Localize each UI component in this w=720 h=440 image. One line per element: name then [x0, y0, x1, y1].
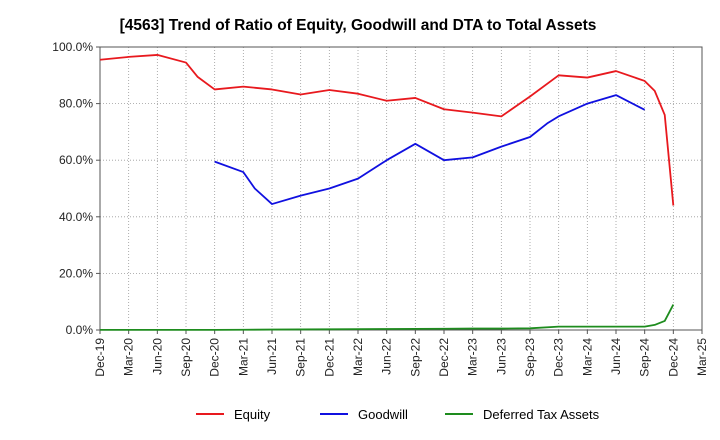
legend-label-equity: Equity	[234, 407, 271, 422]
legend: Equity Goodwill Deferred Tax Assets	[196, 407, 600, 422]
x-tick-label: Sep-21	[294, 338, 308, 377]
x-tick-label: Jun-21	[265, 338, 279, 375]
y-tick-label: 40.0%	[59, 210, 93, 224]
x-tick-label: Dec-23	[552, 338, 566, 377]
y-tick-label: 100.0%	[52, 40, 93, 54]
y-tick-label: 20.0%	[59, 266, 93, 280]
x-tick-label: Mar-22	[351, 338, 365, 376]
x-tick-label: Jun-23	[494, 338, 508, 375]
x-tick-label: Sep-20	[179, 338, 193, 377]
plot-area	[99, 46, 703, 331]
x-tick-label: Mar-23	[466, 338, 480, 376]
x-axis: Dec-19 Mar-20 Jun-20 Sep-20 Dec-20 Mar-21 Jun-…	[93, 330, 709, 377]
x-tick-label: Mar-21	[236, 338, 250, 376]
y-axis: 0.0% 20.0% 40.0% 60.0% 80.0% 100.0%	[52, 40, 100, 337]
series-lines	[99, 54, 675, 331]
x-tick-label: Dec-24	[666, 338, 680, 377]
x-tick-label: Jun-24	[609, 338, 623, 375]
y-tick-label: 60.0%	[59, 153, 93, 167]
x-tick-label: Dec-20	[208, 338, 222, 377]
x-tick-label: Sep-23	[523, 338, 537, 377]
y-tick-label: 0.0%	[66, 323, 94, 337]
legend-label-goodwill: Goodwill	[358, 407, 408, 422]
x-tick-label: Sep-24	[638, 338, 652, 377]
x-tick-label: Dec-22	[437, 338, 451, 377]
x-tick-label: Dec-21	[322, 338, 336, 377]
x-tick-label: Sep-22	[408, 338, 422, 377]
x-tick-label: Mar-24	[580, 338, 594, 376]
grid	[99, 46, 703, 331]
chart-title: [4563] Trend of Ratio of Equity, Goodwil…	[120, 17, 597, 34]
series-line-equity	[99, 54, 675, 206]
legend-label-deferred-tax-assets: Deferred Tax Assets	[483, 407, 600, 422]
x-tick-label: Dec-19	[93, 338, 107, 377]
x-tick-label: Mar-25	[695, 338, 709, 376]
x-tick-label: Mar-20	[122, 338, 136, 376]
series-line-deferred-tax-assets	[100, 304, 675, 331]
x-tick-label: Jun-20	[150, 338, 164, 375]
series-line-goodwill	[214, 94, 646, 205]
y-tick-label: 80.0%	[59, 97, 93, 111]
x-tick-label: Jun-22	[380, 338, 394, 375]
